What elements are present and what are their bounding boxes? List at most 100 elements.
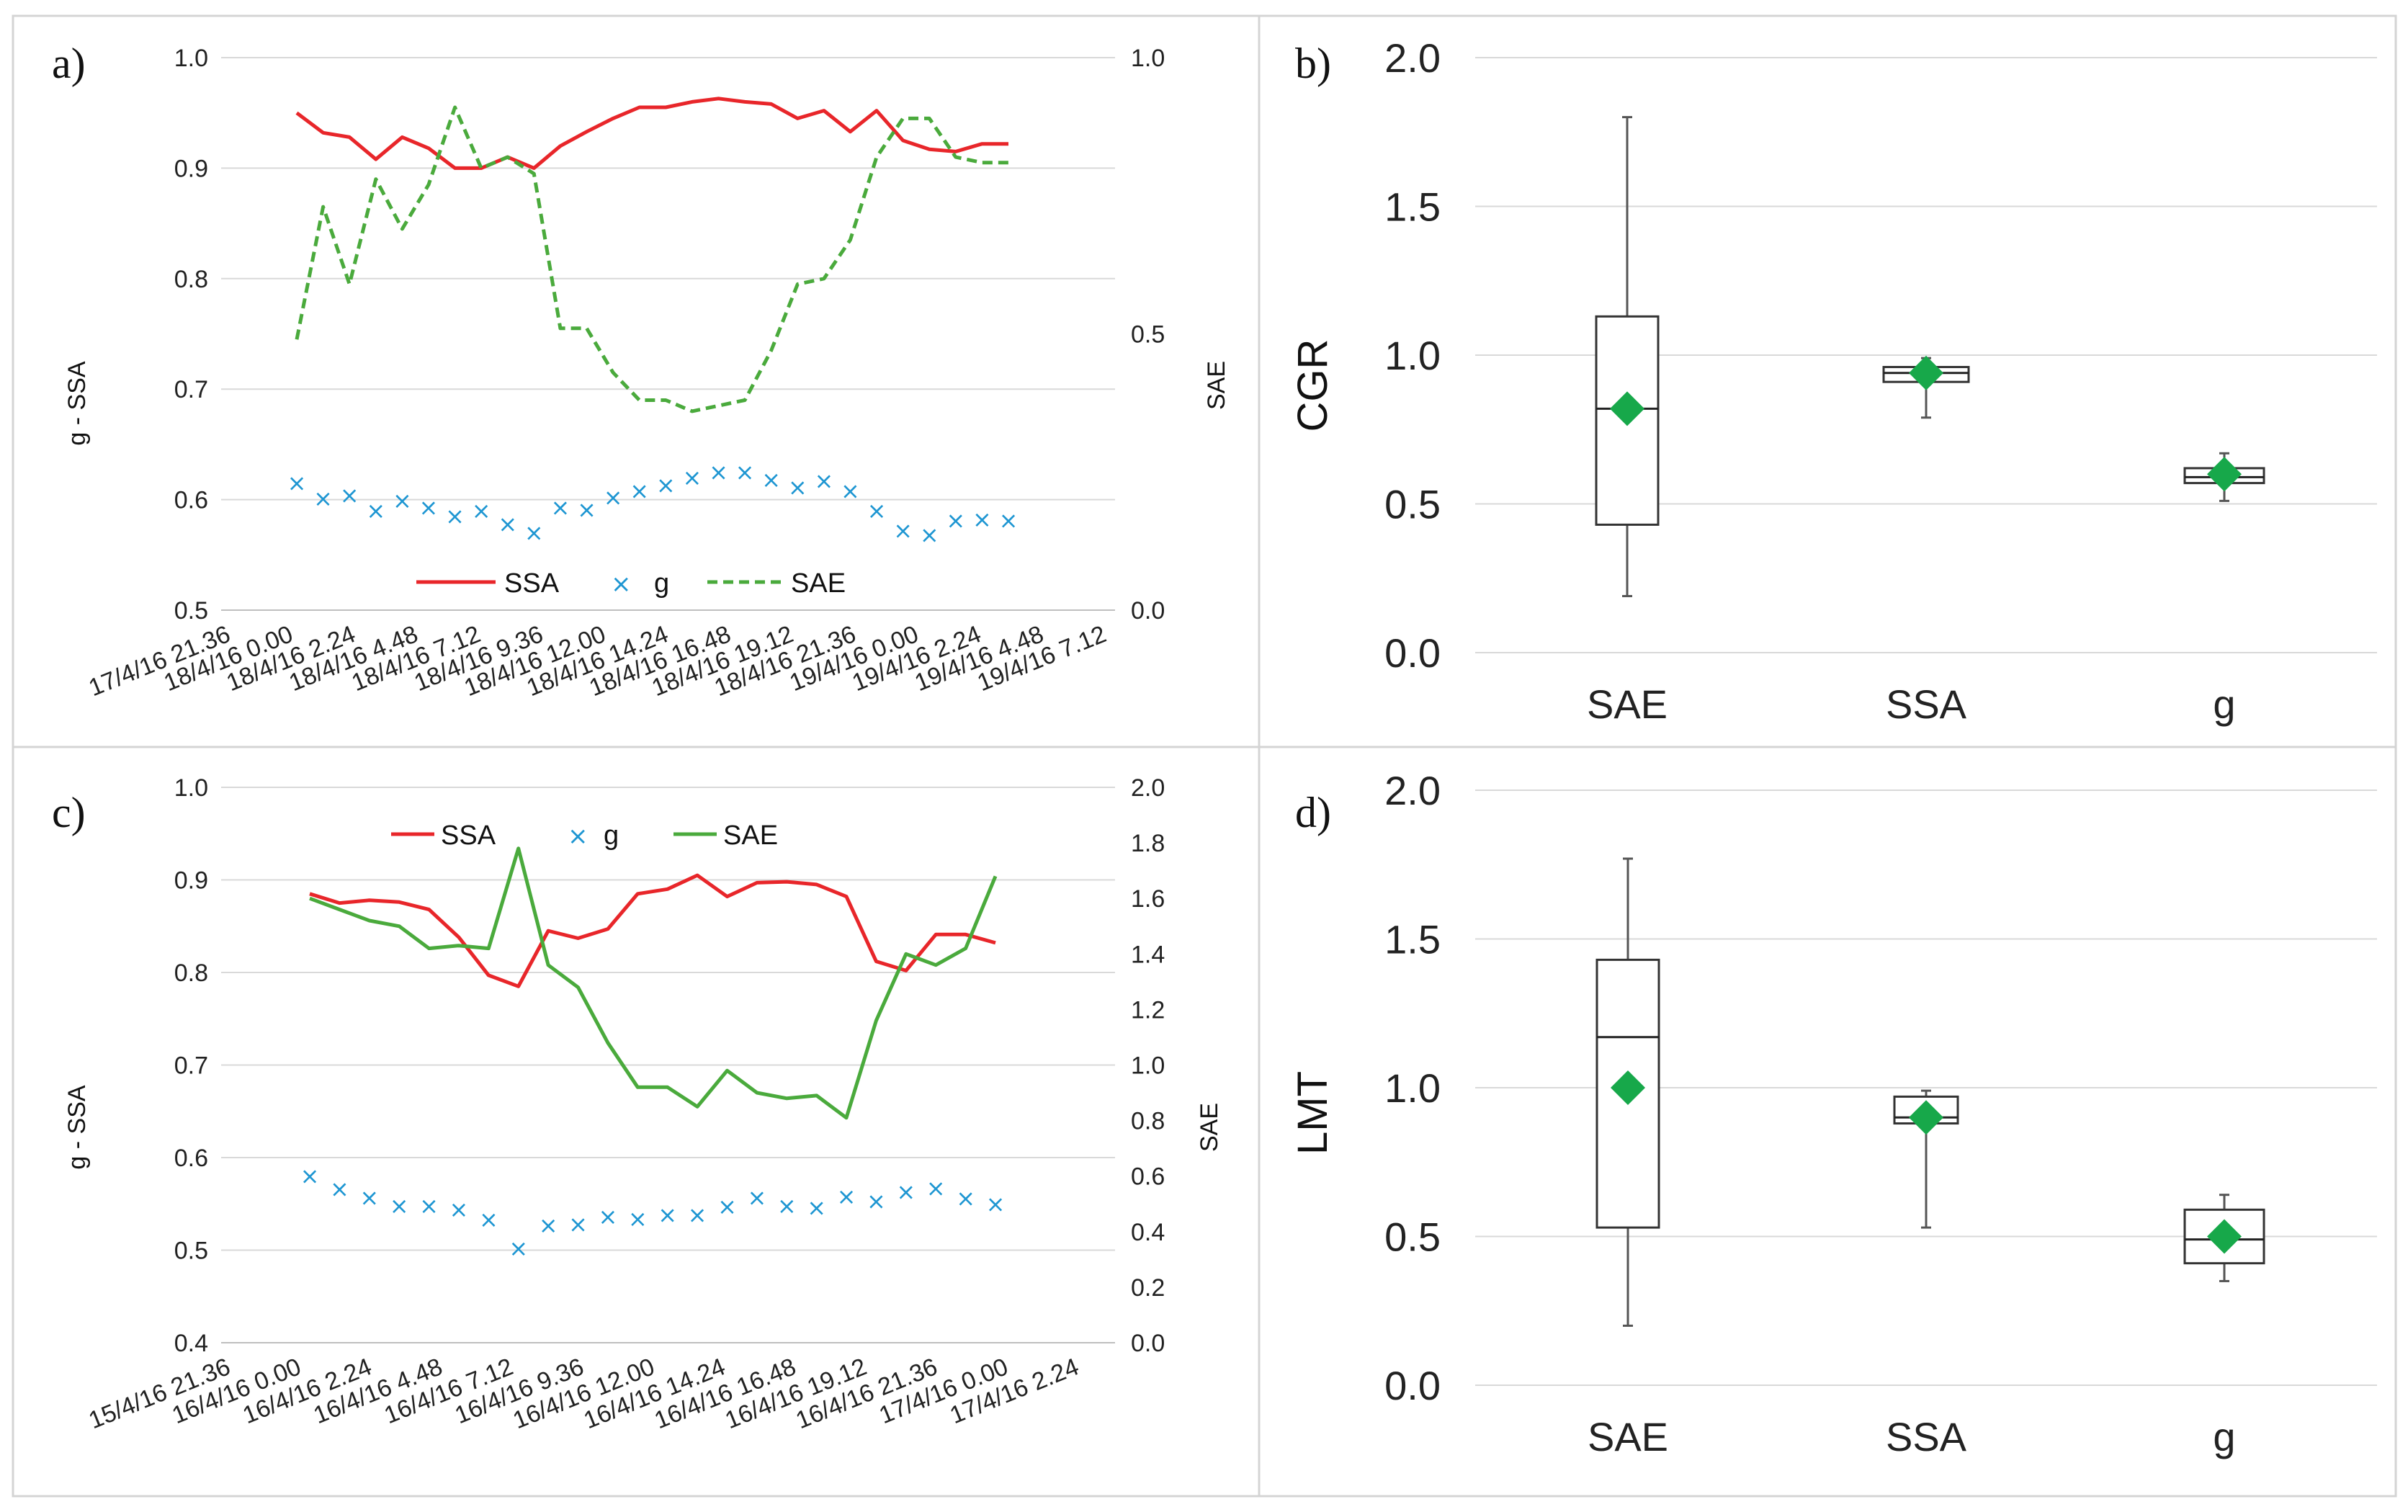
chart-a-series-g-point: × <box>841 477 860 504</box>
chart-c-series-g-point: × <box>986 1190 1006 1217</box>
chart-c-ytick-label: 0.9 <box>174 867 208 895</box>
chart-d-category-label: SSA <box>1886 1414 1967 1459</box>
chart-a-series-g-point: × <box>893 517 913 545</box>
chart-b-ytick-label: 2.0 <box>1384 35 1441 81</box>
chart-c-ytick-label: 1.0 <box>174 774 208 802</box>
chart-a-y2tick-label: 0.0 <box>1131 597 1165 625</box>
legend-g-label: g <box>654 568 669 599</box>
chart-a-series-g-point: × <box>393 487 412 514</box>
chart-c-series-g-point: × <box>956 1185 975 1212</box>
chart-a-series-g-point: × <box>445 503 465 530</box>
chart-a-y2tick-label: 1.0 <box>1131 45 1165 72</box>
chart-d-category-label: g <box>2213 1414 2235 1459</box>
chart-b-ytick-label: 0.0 <box>1384 630 1441 676</box>
chart-d-ylabel: LMT <box>1289 1071 1336 1155</box>
chart-c-y2tick-label: 0.6 <box>1131 1163 1165 1191</box>
chart-c-series-g-point: × <box>807 1194 826 1221</box>
chart-c-y2tick-label: 0.2 <box>1131 1274 1165 1302</box>
chart-c-series-g-point: × <box>390 1192 409 1220</box>
chart-c-series-g-point: × <box>837 1183 856 1210</box>
chart-a-series-g-point: × <box>287 470 307 497</box>
chart-c-y2tick-label: 1.6 <box>1131 885 1165 913</box>
chart-a-series-g-point: × <box>867 497 887 524</box>
chart-c-series-g-point: × <box>330 1176 349 1203</box>
chart-a-series-g-point: × <box>630 477 649 504</box>
chart-b-category-label: SAE <box>1587 681 1668 727</box>
chart-a-series-g-point: × <box>340 481 359 509</box>
chart-a-series-g-point: × <box>472 497 491 524</box>
chart-c-y2tick-label: 1.2 <box>1131 996 1165 1024</box>
chart-a-series-g-point: × <box>682 464 702 491</box>
chart-c-y2tick-label: 1.4 <box>1131 941 1165 968</box>
chart-c-y2label: SAE <box>1196 1103 1223 1152</box>
chart-a-series-g-point: × <box>604 484 623 511</box>
chart-a-series-g-point: × <box>498 510 517 537</box>
chart-c-ytick-label: 0.5 <box>174 1238 208 1265</box>
chart-c-series-sae-line <box>309 846 998 1120</box>
chart-b-ytick-label: 0.5 <box>1384 482 1441 527</box>
legend-c-ssa-label: SSA <box>441 820 496 851</box>
chart-a-series-g-point: × <box>999 507 1019 534</box>
panel-d-frame <box>1258 746 2397 1498</box>
chart-a-series-g-point: × <box>788 474 807 501</box>
chart-a-series-g-point: × <box>735 458 755 486</box>
legend-c-sae-label: SAE <box>723 820 778 851</box>
chart-a-series-g-point: × <box>656 472 676 499</box>
chart-b-category-label: g <box>2213 681 2235 727</box>
legend-ssa-label: SSA <box>504 568 560 599</box>
chart-c-series-g-point: × <box>747 1184 766 1211</box>
chart-a-y2tick-label: 0.5 <box>1131 321 1165 349</box>
chart-c-series-g-point: × <box>568 1211 588 1238</box>
chart-c-series-g-point: × <box>479 1206 498 1233</box>
chart-a-series-g-point: × <box>419 493 439 521</box>
legend-c-g-swatch: × <box>568 822 588 851</box>
chart-a-ytick-label: 0.8 <box>174 266 208 293</box>
chart-a-series-g-point: × <box>761 466 781 493</box>
chart-d-category-label: SAE <box>1588 1414 1668 1459</box>
chart-b-ytick-label: 1.5 <box>1384 184 1441 230</box>
chart-c-y2tick-label: 0.8 <box>1131 1108 1165 1135</box>
chart-a-ylabel: g - SSA <box>63 361 91 445</box>
chart-b-category-label: SSA <box>1886 681 1967 727</box>
chart-c-y2tick-label: 1.8 <box>1131 830 1165 857</box>
chart-a: a) g - SSA SAE SSA × g SAE 0.5 0.6 0.7 0.8 0… <box>52 40 1230 702</box>
chart-c-ytick-label: 0.4 <box>174 1330 208 1357</box>
legend-c-g-label: g <box>604 820 619 851</box>
chart-d-ytick-label: 0.0 <box>1384 1363 1441 1408</box>
chart-c-series-g-point: × <box>867 1187 886 1214</box>
chart-c-series-g-point: × <box>717 1193 737 1220</box>
chart-a-ytick-label: 0.9 <box>174 155 208 182</box>
chart-c-ylabel: g - SSA <box>63 1085 91 1169</box>
chart-a-series-g-point: × <box>709 458 728 486</box>
chart-a-ytick-label: 0.6 <box>174 487 208 514</box>
chart-c-y2tick-label: 0.0 <box>1131 1330 1165 1357</box>
chart-c-y2tick-label: 2.0 <box>1131 774 1165 802</box>
chart-c-series-g-point: × <box>658 1202 677 1229</box>
chart-b: b) CGR 0.0 0.5 1.0 1.5 2.0 SAE SSA g <box>1289 35 2377 727</box>
chart-a-series-g-point: × <box>366 497 385 524</box>
chart-a-ytick-label: 0.7 <box>174 376 208 403</box>
legend-sae-label: SAE <box>791 568 846 599</box>
chart-d-ytick-label: 2.0 <box>1384 768 1441 813</box>
chart-b-ylabel: CGR <box>1289 339 1336 432</box>
chart-a-series-g-point: × <box>551 493 570 521</box>
chart-c-y2tick-label: 1.0 <box>1131 1052 1165 1080</box>
chart-a-series-g-point: × <box>524 519 544 547</box>
chart-c-series-g-point: × <box>688 1202 707 1229</box>
chart-a-series-g-point: × <box>920 522 939 549</box>
chart-c-ytick-label: 0.8 <box>174 959 208 987</box>
chart-a-series-sae-line <box>295 105 1008 413</box>
chart-d-ytick-label: 1.5 <box>1384 917 1441 962</box>
chart-a-ytick-label: 0.5 <box>174 597 208 625</box>
chart-a-series-g-point: × <box>577 496 596 523</box>
panel-c-label: c) <box>52 789 86 836</box>
panel-b-label: b) <box>1295 40 1331 87</box>
chart-a-ytick-label: 1.0 <box>174 45 208 72</box>
chart-c-series-g-point: × <box>509 1235 528 1262</box>
chart-c-series-g-point: × <box>896 1178 916 1206</box>
chart-d-ytick-label: 1.0 <box>1384 1065 1441 1111</box>
chart-c-series-g-point: × <box>777 1192 797 1220</box>
chart-c-series-g-point: × <box>539 1212 558 1239</box>
chart-b-box-g-mean-marker <box>2207 457 2242 492</box>
